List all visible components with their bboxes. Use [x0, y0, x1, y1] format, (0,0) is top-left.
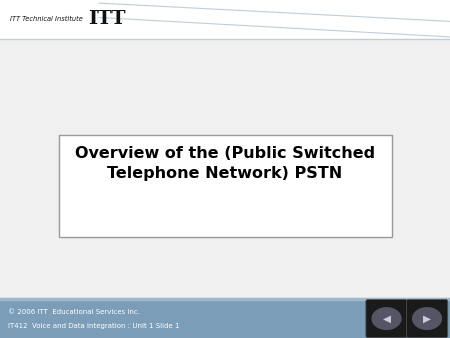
Text: Overview of the (Public Switched
Telephone Network) PSTN: Overview of the (Public Switched Telepho…	[75, 146, 375, 181]
Text: ITT: ITT	[88, 10, 126, 28]
Text: © 2006 ITT  Educational Services Inc.: © 2006 ITT Educational Services Inc.	[8, 309, 140, 315]
Text: ITT Technical Institute: ITT Technical Institute	[10, 16, 83, 22]
Bar	[0, 299, 450, 338]
Bar	[0, 0, 450, 39]
Text: ◀: ◀	[382, 314, 391, 323]
Circle shape	[372, 308, 401, 329]
Bar	[58, 135, 392, 237]
FancyBboxPatch shape	[366, 299, 407, 338]
FancyBboxPatch shape	[406, 299, 448, 338]
Text: ▶: ▶	[423, 314, 431, 323]
Circle shape	[413, 308, 441, 329]
Text: Unit 1: Unit 1	[188, 144, 262, 168]
Text: IT412  Voice and Data Integration : Unit 1 Slide 1: IT412 Voice and Data Integration : Unit …	[8, 323, 180, 329]
